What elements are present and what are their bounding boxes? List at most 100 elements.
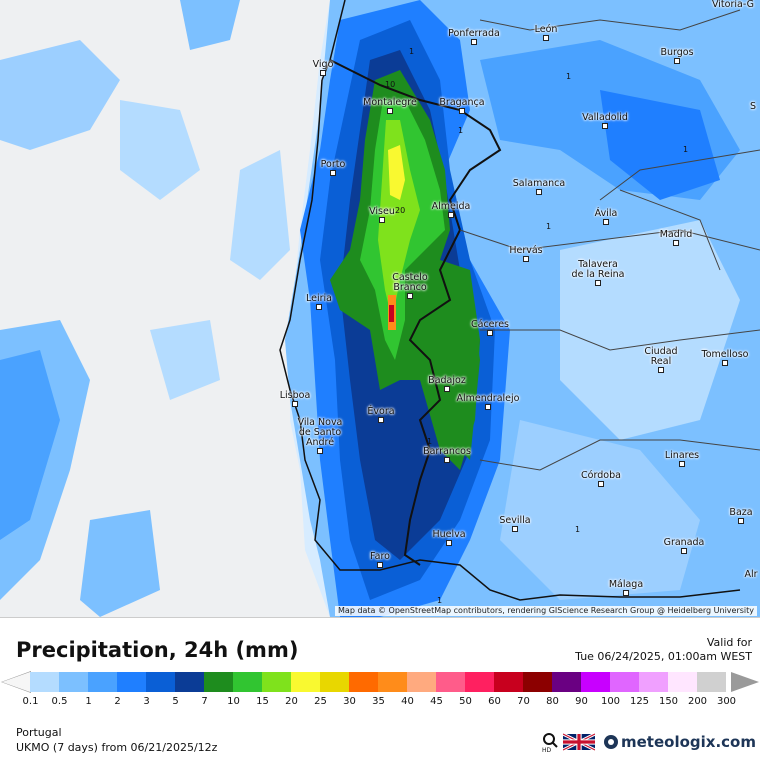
scale-tick-label: 60 xyxy=(488,696,501,707)
city-label: Ponferrada xyxy=(448,28,500,39)
scale-tick-label: 200 xyxy=(687,696,708,707)
scale-swatch xyxy=(262,672,291,692)
uk-flag-icon[interactable] xyxy=(563,733,595,751)
scale-tick-label: 5 xyxy=(172,696,179,707)
hd-label: HD xyxy=(542,747,552,752)
city-label: Castelo Branco xyxy=(392,272,428,293)
map-layers xyxy=(0,0,760,617)
city-marker xyxy=(330,170,336,176)
city-marker xyxy=(487,330,493,336)
scale-tick-label: 90 xyxy=(575,696,588,707)
contour-value: 1 xyxy=(566,72,572,81)
scale-swatch xyxy=(320,672,349,692)
city-label: Faro xyxy=(370,551,390,562)
scale-tick-label: 30 xyxy=(343,696,356,707)
scale-swatch xyxy=(436,672,465,692)
city-marker xyxy=(320,70,326,76)
city-marker xyxy=(378,417,384,423)
brand-name: meteologix.com xyxy=(621,733,756,751)
city-marker xyxy=(471,39,477,45)
scale-tick-label: 20 xyxy=(285,696,298,707)
city-label: Vitoria-G xyxy=(712,0,754,10)
city-marker xyxy=(536,189,542,195)
scale-swatch xyxy=(88,672,117,692)
city-label: Huelva xyxy=(432,529,466,540)
scale-tick-label: 1 xyxy=(85,696,92,707)
city-label: Baza xyxy=(729,507,753,518)
city-label: Madrid xyxy=(659,229,693,240)
city-marker xyxy=(387,108,393,114)
city-label: Ciudad Real xyxy=(644,346,678,367)
city-marker xyxy=(317,448,323,454)
hd-zoom-icon[interactable]: HD xyxy=(541,732,559,752)
city-label: Sevilla xyxy=(499,515,531,526)
map-title: Precipitation, 24h (mm) xyxy=(16,638,299,662)
city-marker xyxy=(658,367,664,373)
city-label: Málaga xyxy=(608,579,644,590)
city-marker xyxy=(602,123,608,129)
scale-tick-label: 150 xyxy=(658,696,679,707)
scale-swatch xyxy=(407,672,436,692)
scale-tick-label: 45 xyxy=(430,696,443,707)
city-marker xyxy=(595,280,601,286)
scale-tick-label: 100 xyxy=(600,696,621,707)
contour-value: 10 xyxy=(385,80,396,89)
color-scale: 0.1 0.5 1 2 3 5 7 10 15 20 25 30 35 40 45 50 60 70 80 90 100… xyxy=(0,670,760,710)
city-label: Porto xyxy=(320,159,346,170)
scale-tick-label: 2 xyxy=(114,696,121,707)
scale-tick-label: 50 xyxy=(459,696,472,707)
city-marker xyxy=(598,481,604,487)
scale-swatch xyxy=(697,672,726,692)
city-label: Talavera de la Reina xyxy=(571,259,625,280)
city-marker xyxy=(512,526,518,532)
contour-value: 1 xyxy=(458,126,464,135)
scale-swatch xyxy=(639,672,668,692)
city-marker xyxy=(523,256,529,262)
scale-swatch xyxy=(465,672,494,692)
scale-swatch xyxy=(378,672,407,692)
city-label: S xyxy=(750,101,757,112)
city-label: Leiria xyxy=(306,293,332,304)
scale-end-arrow xyxy=(731,672,759,692)
city-marker xyxy=(543,35,549,41)
scale-tick-label: 35 xyxy=(372,696,385,707)
city-label: Alr xyxy=(744,569,758,580)
meteologix-logo-icon xyxy=(604,735,618,749)
scale-swatch xyxy=(30,672,59,692)
legend-panel: Precipitation, 24h (mm) Valid for Tue 06… xyxy=(0,617,760,761)
city-label: León xyxy=(534,24,558,35)
city-marker xyxy=(407,293,413,299)
city-label: Bragança xyxy=(439,97,485,108)
scale-swatch xyxy=(117,672,146,692)
scale-tick-label: 40 xyxy=(401,696,414,707)
scale-tick-label: 25 xyxy=(314,696,327,707)
city-marker xyxy=(448,212,454,218)
city-label: Cáceres xyxy=(470,319,509,330)
precipitation-map[interactable]: Vitoria-G Vigo Ponferrada León Burgos Montale… xyxy=(0,0,760,617)
city-label: Tomelloso xyxy=(701,349,749,360)
city-marker xyxy=(485,404,491,410)
city-label: Vigo xyxy=(312,59,334,70)
scale-tick-label: 70 xyxy=(517,696,530,707)
contour-value: 1 xyxy=(409,47,415,56)
city-marker xyxy=(292,401,298,407)
city-label: Ávila xyxy=(594,208,618,219)
city-marker xyxy=(459,108,465,114)
valid-label: Valid for xyxy=(706,636,752,649)
scale-swatch xyxy=(610,672,639,692)
city-marker xyxy=(379,217,385,223)
scale-tick-label: 15 xyxy=(256,696,269,707)
scale-tick-label: 10 xyxy=(227,696,240,707)
city-label: Viseu xyxy=(369,206,395,217)
scale-tick-label: 0.1 xyxy=(22,696,39,707)
city-marker xyxy=(316,304,322,310)
city-marker xyxy=(679,461,685,467)
contour-value: 1 xyxy=(683,145,689,154)
city-label: Vila Nova de Santo André xyxy=(297,417,343,448)
scale-swatch xyxy=(291,672,320,692)
city-marker xyxy=(377,562,383,568)
city-label: Burgos xyxy=(660,47,694,58)
scale-swatch xyxy=(59,672,88,692)
meteologix-logo[interactable]: meteologix.com xyxy=(603,732,756,752)
scale-swatch xyxy=(523,672,552,692)
